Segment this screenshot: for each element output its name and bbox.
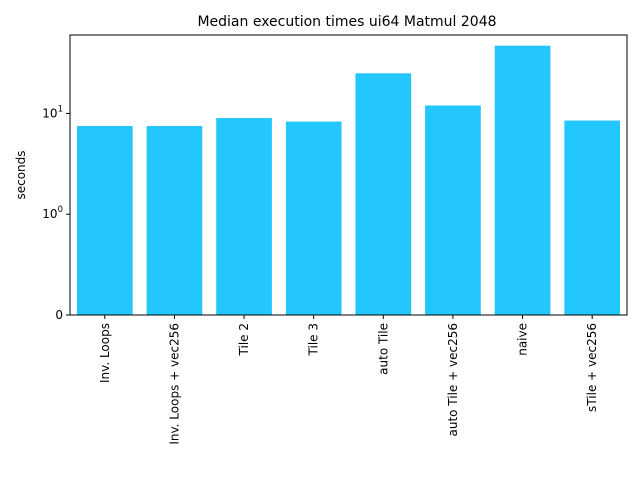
chart-title: Median execution times ui64 Matmul 2048 [197, 14, 496, 30]
bar-1 [146, 126, 203, 316]
x-tick-label: sTile + vec256 [585, 323, 599, 412]
x-tick-label: auto Tile [376, 323, 390, 375]
bar-7 [564, 120, 621, 315]
bar-6 [494, 45, 551, 315]
bar-3 [285, 121, 342, 315]
bars-group [76, 45, 621, 316]
x-tick-label: auto Tile + vec256 [446, 323, 460, 437]
y-tick-label: 100 [42, 205, 63, 221]
bar-2 [216, 118, 272, 315]
y-axis-label: seconds [14, 150, 28, 199]
y-tick-label: 101 [42, 104, 63, 120]
y-axis: 0 100 101 [42, 104, 70, 322]
x-tick-label: Tile 3 [307, 323, 321, 356]
bar-5 [425, 105, 481, 315]
x-tick-label: Inv. Loops [98, 323, 112, 383]
plot-frame [69, 34, 628, 316]
x-tick-label: Inv. Loops + vec256 [167, 323, 181, 445]
x-tick-label: naive [516, 323, 530, 356]
x-axis: Inv. Loops Inv. Loops + vec256 Tile 2 Tile … [98, 315, 599, 445]
bar-0 [76, 126, 133, 316]
x-tick-label: Tile 2 [237, 323, 251, 356]
y-tick-label: 0 [55, 308, 63, 322]
bar-4 [355, 73, 412, 315]
